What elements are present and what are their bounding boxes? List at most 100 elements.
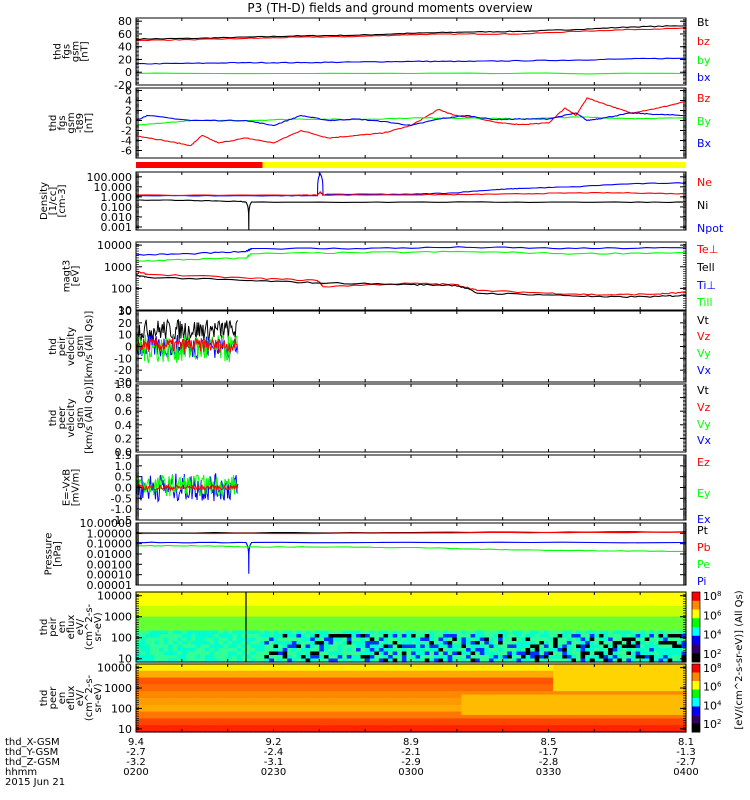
heatmap-cell: [397, 627, 403, 632]
heatmap-cell: [158, 651, 165, 656]
heatmap-cell: [488, 667, 495, 672]
heatmap-cell: [548, 721, 554, 726]
heatmap-cell: [163, 691, 169, 696]
heatmap-cell: [406, 592, 412, 597]
heatmap-cell: [672, 711, 678, 716]
heatmap-cell: [631, 701, 637, 706]
heatmap-cell: [429, 609, 435, 614]
heatmap-cell: [273, 655, 279, 660]
heatmap-cell: [484, 595, 490, 600]
heatmap-cell: [649, 599, 655, 604]
heatmap-cell: [548, 595, 554, 600]
y-tick-label: 100: [111, 632, 132, 645]
heatmap-cell: [635, 718, 641, 723]
heatmap-cell: [241, 681, 247, 685]
heatmap-cell: [397, 715, 403, 719]
y-tick-label: 0.4: [115, 419, 133, 432]
heatmap-cell: [640, 677, 646, 682]
heatmap-cell: [484, 641, 490, 646]
heatmap-cell: [640, 595, 646, 600]
heatmap-cell: [456, 637, 463, 642]
heatmap-cell: [672, 627, 678, 632]
heatmap-cell: [337, 687, 343, 692]
heatmap-cell: [195, 694, 201, 699]
heatmap-cell: [608, 718, 614, 723]
heatmap-cell: [209, 609, 215, 614]
heatmap-cell: [218, 620, 224, 625]
heatmap-cell: [319, 648, 325, 653]
heatmap-cell: [323, 623, 330, 628]
heatmap-cell: [502, 613, 508, 618]
heatmap-cell: [452, 609, 458, 614]
heatmap-cell: [351, 684, 357, 689]
heatmap-cell: [663, 592, 669, 597]
heatmap-cell: [296, 602, 302, 607]
legend-Vy: Vy: [697, 347, 711, 360]
heatmap-cell: [576, 658, 582, 663]
heatmap-cell: [287, 641, 293, 646]
heatmap-cell: [562, 599, 568, 604]
heatmap-cell: [433, 651, 440, 656]
heatmap-cell: [186, 667, 192, 672]
heatmap-cell: [223, 681, 229, 685]
heatmap-cell: [145, 670, 151, 675]
heatmap-cell: [181, 704, 188, 709]
heatmap-cell: [337, 728, 343, 733]
heatmap-cell: [580, 687, 586, 692]
heatmap-cell: [200, 670, 206, 675]
heatmap-cell: [149, 658, 155, 663]
heatmap-cell: [420, 691, 426, 696]
heatmap-cell: [548, 630, 554, 635]
heatmap-cell: [172, 602, 178, 607]
heatmap-cell: [195, 644, 201, 649]
heatmap-cell: [433, 670, 440, 675]
heatmap-cell: [534, 664, 540, 668]
heatmap-cell: [484, 701, 490, 706]
heatmap-cell: [301, 667, 307, 672]
heatmap-cell: [273, 698, 279, 702]
heatmap-cell: [443, 606, 449, 611]
heatmap-cell: [314, 681, 320, 685]
heatmap-cell: [585, 609, 591, 614]
heatmap-cell: [374, 674, 380, 679]
heatmap-cell: [658, 694, 664, 699]
heatmap-cell: [420, 641, 426, 646]
heatmap-cell: [621, 674, 628, 679]
heatmap-cell: [433, 687, 440, 692]
heatmap-cell: [356, 630, 362, 635]
heatmap-cell: [438, 595, 444, 600]
heatmap-cell: [608, 623, 614, 628]
heatmap-cell: [447, 704, 453, 709]
heatmap-cell: [191, 691, 197, 696]
colorbar-label: [eV/(cm^2-s-sr-eV)] (All Qs): [734, 590, 745, 729]
heatmap-cell: [388, 681, 394, 685]
heatmap-cell: [443, 637, 449, 642]
heatmap-cell: [631, 613, 637, 618]
heatmap-cell: [521, 694, 527, 699]
heatmap-cell: [433, 616, 440, 621]
heatmap-cell: [521, 667, 527, 672]
heatmap-cell: [470, 684, 476, 689]
heatmap-cell: [250, 655, 256, 660]
heatmap-cell: [493, 595, 499, 600]
heatmap-cell: [626, 630, 632, 635]
heatmap-cell: [296, 715, 302, 719]
heatmap-cell: [236, 677, 243, 682]
heatmap-cell: [369, 616, 375, 621]
heatmap-cell: [209, 620, 215, 625]
heatmap-cell: [415, 599, 421, 604]
heatmap-cell: [470, 725, 476, 730]
heatmap-cell: [259, 687, 265, 692]
heatmap-cell: [424, 708, 430, 713]
heatmap-cell: [589, 634, 595, 639]
heatmap-cell: [585, 677, 591, 682]
heatmap-cell: [291, 616, 298, 621]
heatmap-cell: [241, 623, 247, 628]
heatmap-cell: [447, 725, 453, 730]
heatmap-cell: [411, 684, 417, 689]
heatmap-cell: [181, 718, 188, 723]
heatmap-cell: [255, 609, 261, 614]
heatmap-cell: [291, 691, 298, 696]
heatmap-cell: [589, 616, 595, 621]
heatmap-cell: [204, 595, 210, 600]
